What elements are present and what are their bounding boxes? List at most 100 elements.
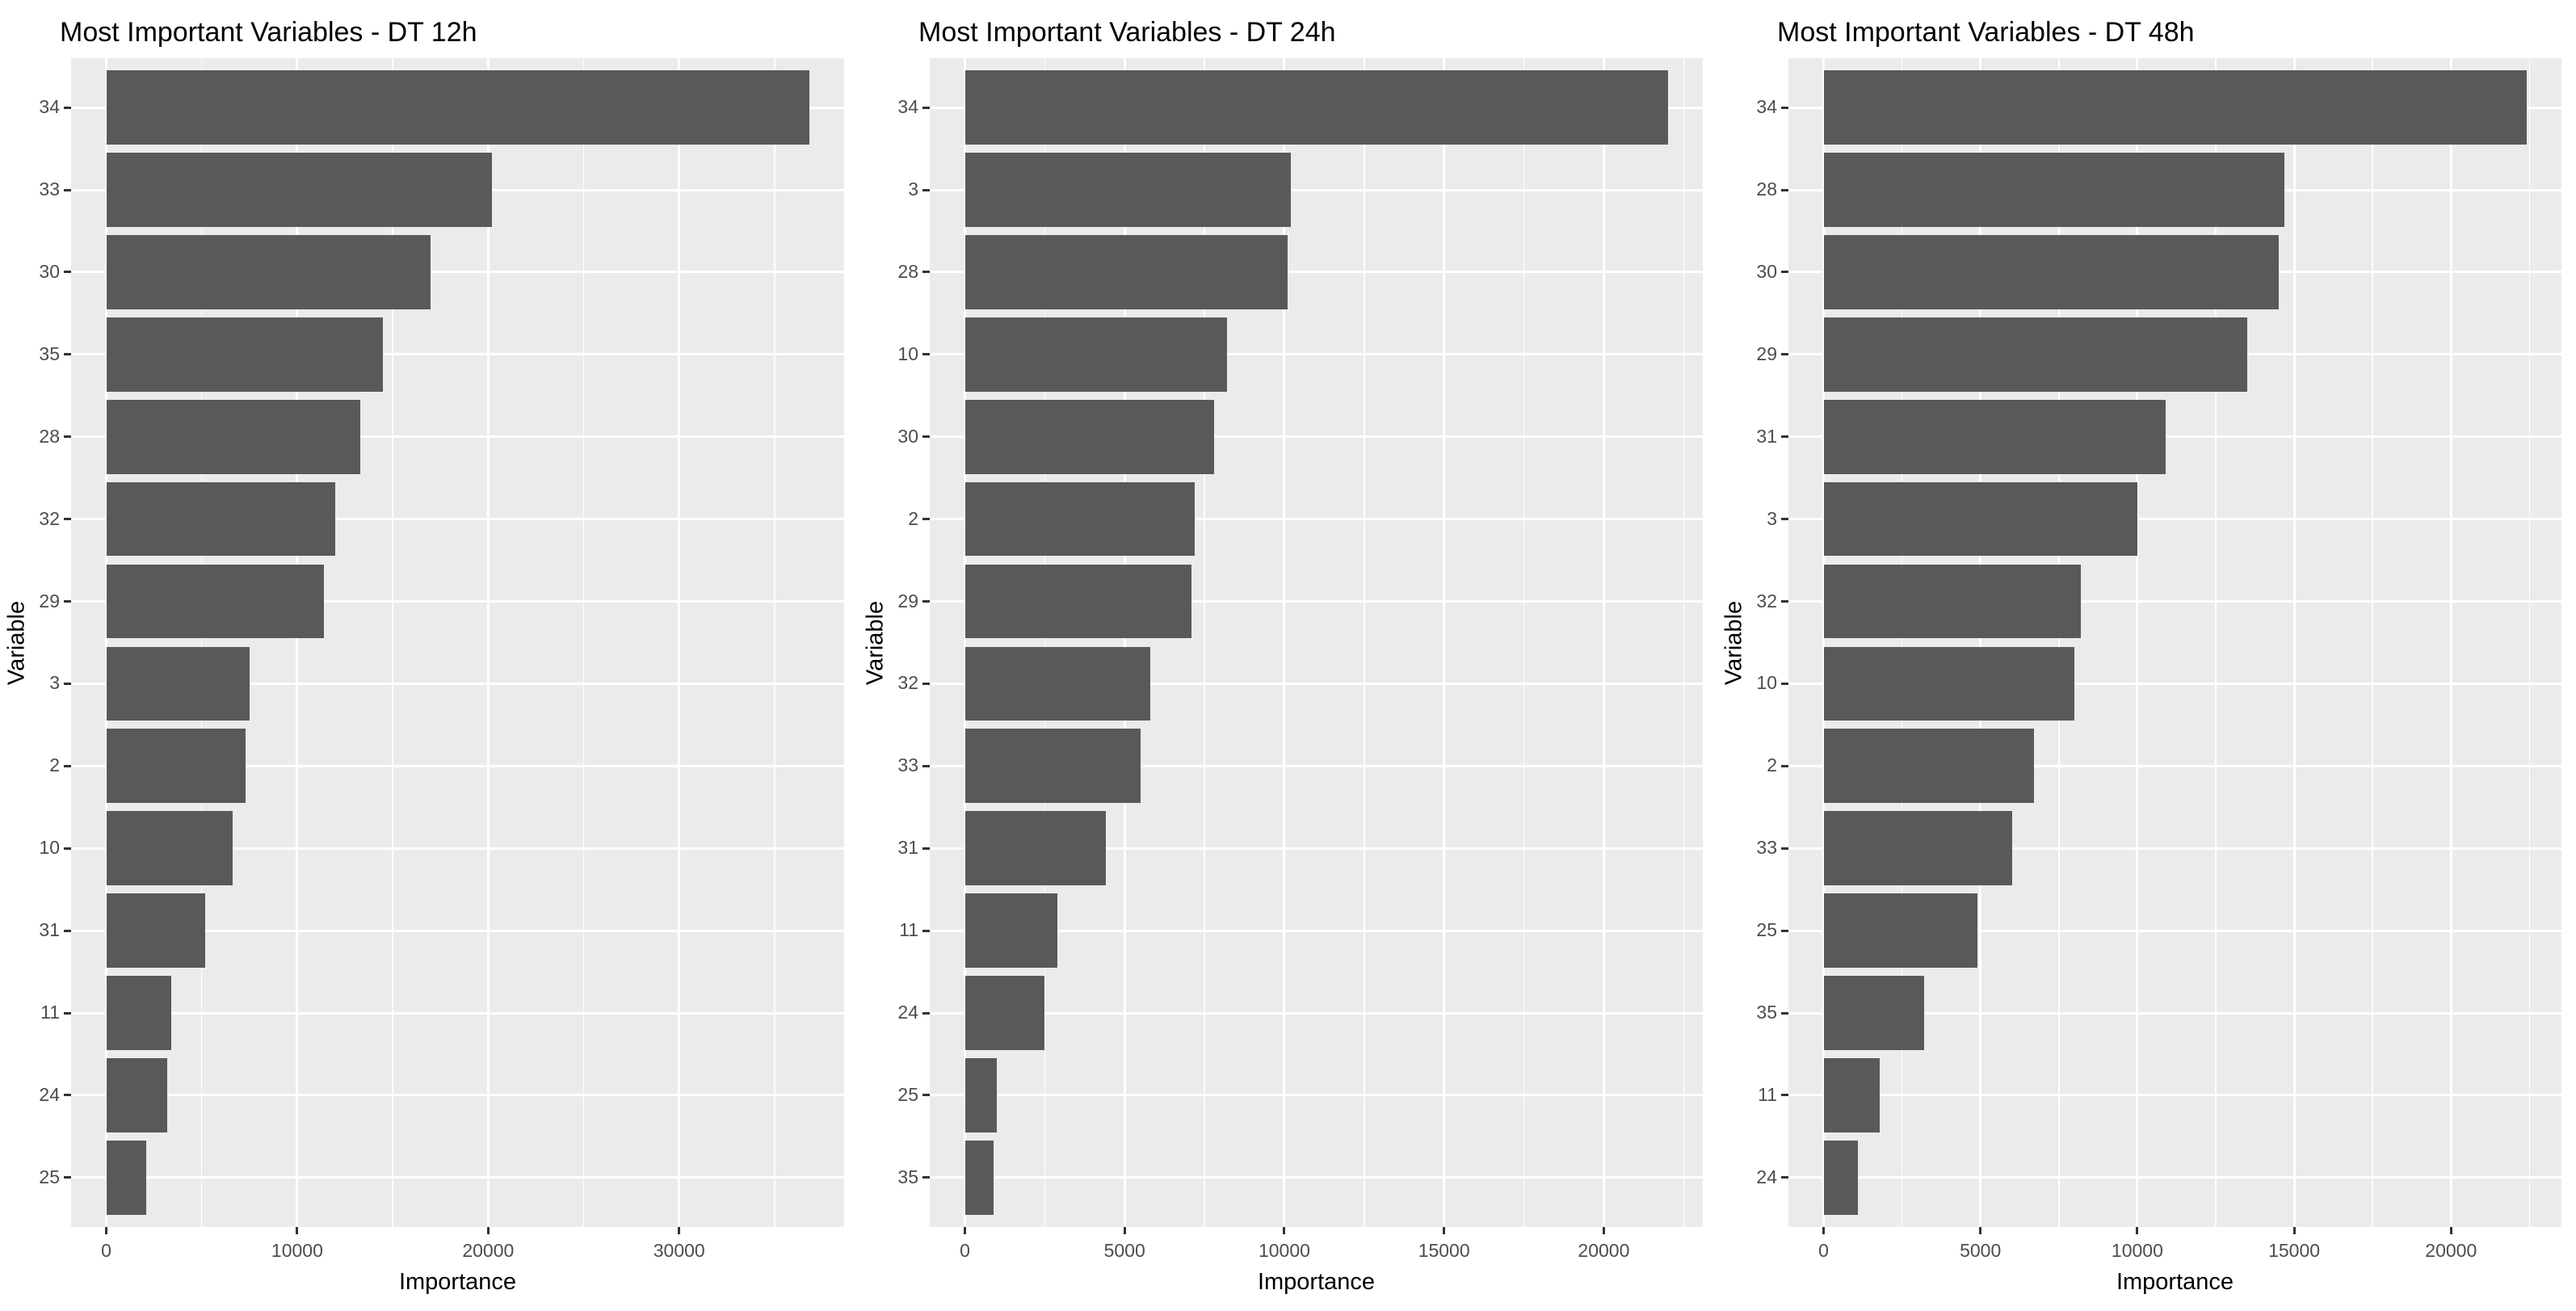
- chart-title: Most Important Variables - DT 48h: [1777, 17, 2195, 48]
- x-tick-mark: [486, 1227, 490, 1234]
- y-tick-mark: [922, 353, 930, 356]
- grid-line-vertical-minor: [1683, 58, 1685, 1227]
- y-tick-mark: [64, 106, 71, 109]
- y-tick-label: 11: [899, 919, 918, 941]
- grid-line-horizontal: [1788, 929, 2561, 932]
- y-tick-mark: [1781, 188, 1788, 191]
- grid-line-horizontal: [71, 271, 844, 274]
- grid-line-horizontal: [930, 1011, 1703, 1015]
- y-tick-mark: [64, 600, 71, 603]
- grid-line-horizontal: [71, 682, 844, 685]
- x-tick-label: 10000: [271, 1240, 323, 1261]
- y-tick-mark: [64, 1011, 71, 1015]
- x-tick-label: 20000: [462, 1240, 515, 1261]
- bar: [964, 729, 1141, 804]
- bar: [964, 1058, 998, 1132]
- y-tick-mark: [922, 106, 930, 109]
- chart-title: Most Important Variables - DT 12h: [60, 17, 477, 48]
- y-tick-label: 2: [49, 754, 60, 776]
- bar: [1823, 729, 2034, 804]
- grid-line-horizontal: [930, 929, 1703, 932]
- y-tick-label: 34: [39, 96, 60, 118]
- y-tick-label: 29: [1756, 342, 1777, 364]
- y-tick-mark: [1781, 1094, 1788, 1097]
- bar: [106, 811, 233, 886]
- y-tick-mark: [922, 764, 930, 767]
- y-tick-label: 28: [897, 260, 918, 282]
- chart-title: Most Important Variables - DT 24h: [918, 17, 1336, 48]
- x-tick-mark: [1822, 1227, 1825, 1234]
- bar: [964, 976, 1045, 1050]
- y-tick-label: 30: [39, 260, 60, 282]
- grid-line-vertical-minor: [2528, 58, 2531, 1227]
- y-tick-label: 10: [1756, 672, 1777, 694]
- grid-line-horizontal: [930, 435, 1703, 439]
- grid-line-horizontal: [1788, 435, 2561, 439]
- grid-line-horizontal: [930, 1176, 1703, 1179]
- grid-line-horizontal: [930, 188, 1703, 191]
- bar: [964, 481, 1196, 557]
- y-tick-mark: [922, 1176, 930, 1179]
- x-tick-mark: [105, 1227, 107, 1234]
- y-tick-label: 35: [897, 1166, 918, 1187]
- bar: [1823, 235, 2279, 309]
- grid-line-vertical-minor: [1364, 58, 1365, 1227]
- grid-line-horizontal: [930, 764, 1703, 767]
- x-tick-label: 0: [1818, 1240, 1829, 1261]
- y-tick-mark: [922, 518, 930, 521]
- bar: [106, 317, 384, 392]
- bar: [106, 481, 336, 557]
- grid-line-horizontal: [1788, 600, 2561, 603]
- grid-line-vertical-minor: [582, 58, 585, 1227]
- y-axis-title: Variable: [3, 600, 29, 685]
- y-tick-mark: [922, 1011, 930, 1015]
- grid-line-horizontal: [71, 518, 844, 521]
- grid-line-horizontal: [71, 764, 844, 767]
- y-tick-mark: [922, 1094, 930, 1097]
- y-tick-label: 25: [1756, 919, 1777, 941]
- y-tick-label: 34: [897, 96, 918, 118]
- grid-line-vertical-minor: [1523, 58, 1525, 1227]
- y-axis-title: Variable: [862, 600, 888, 685]
- y-tick-mark: [1781, 764, 1788, 767]
- x-tick-mark: [2449, 1227, 2452, 1234]
- bar: [106, 1141, 147, 1215]
- y-tick-mark: [922, 600, 930, 603]
- grid-line-horizontal: [930, 353, 1703, 356]
- x-tick-label: 0: [960, 1240, 970, 1261]
- y-tick-label: 34: [1756, 96, 1777, 118]
- grid-line-horizontal: [930, 600, 1703, 603]
- y-tick-mark: [922, 435, 930, 439]
- bar: [964, 153, 1291, 227]
- y-tick-label: 33: [1756, 837, 1777, 859]
- bar: [1823, 811, 2012, 886]
- grid-line-vertical-minor: [774, 58, 775, 1227]
- y-tick-label: 31: [1756, 425, 1777, 447]
- bar: [964, 399, 1214, 474]
- grid-line-vertical-major: [1123, 58, 1126, 1227]
- y-tick-mark: [1781, 600, 1788, 603]
- y-tick-label: 35: [1756, 1002, 1777, 1023]
- grid-line-vertical-major: [1822, 58, 1825, 1227]
- y-tick-label: 33: [897, 754, 918, 776]
- y-tick-mark: [1781, 1176, 1788, 1179]
- y-tick-mark: [1781, 929, 1788, 932]
- bar: [1823, 1141, 1859, 1215]
- grid-line-vertical-minor: [2372, 58, 2373, 1227]
- y-tick-label: 31: [897, 837, 918, 859]
- grid-line-vertical-major: [1602, 58, 1605, 1227]
- grid-line-horizontal: [71, 847, 844, 850]
- x-tick-mark: [1602, 1227, 1605, 1234]
- y-tick-mark: [1781, 847, 1788, 850]
- grid-line-vertical-major: [105, 58, 107, 1227]
- grid-line-horizontal: [1788, 1176, 2561, 1179]
- bar: [1823, 646, 2075, 721]
- bar: [964, 1141, 994, 1215]
- x-tick-mark: [964, 1227, 966, 1234]
- bar: [1823, 564, 2081, 639]
- bar: [106, 729, 246, 804]
- grid-line-vertical-major: [1443, 58, 1446, 1227]
- y-tick-mark: [64, 1094, 71, 1097]
- chart-dt-24h: Most Important Variables - DT 24h 34 3 28 10…: [859, 0, 1717, 1311]
- grid-line-horizontal: [71, 1011, 844, 1015]
